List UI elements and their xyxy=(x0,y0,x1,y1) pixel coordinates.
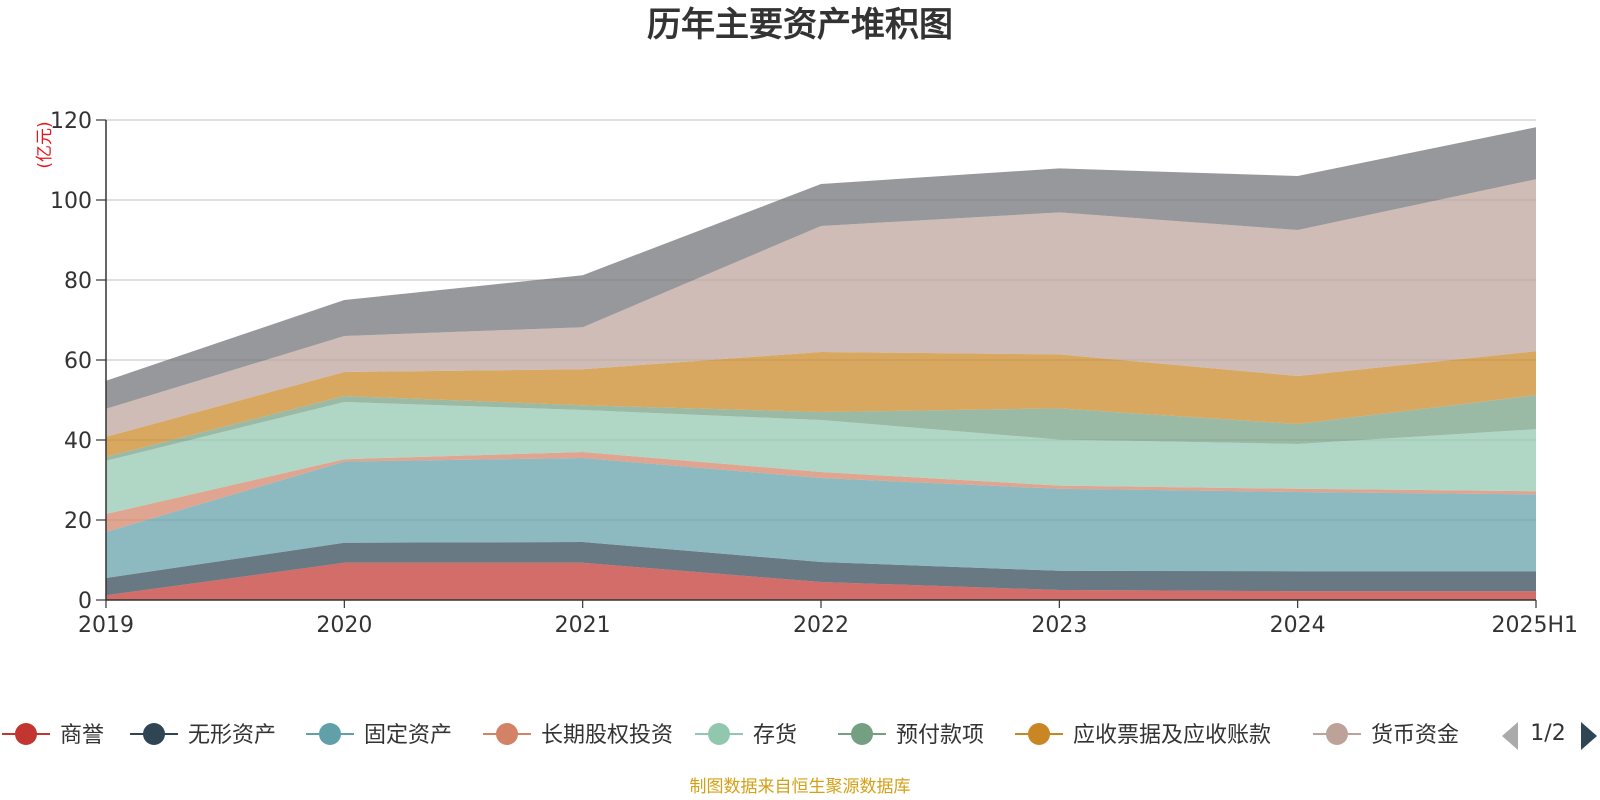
legend-label: 货币资金 xyxy=(1371,723,1459,748)
legend-label: 存货 xyxy=(753,723,797,748)
legend-dot-icon xyxy=(708,723,730,745)
legend: 商誉 无形资产 固定资产 长期股权投资 存货 预付款项 应收票据及应收账款 货币资金 xyxy=(2,723,1459,748)
x-tick-label: 2022 xyxy=(793,613,849,638)
legend-item[interactable]: 应收票据及应收账款 xyxy=(1015,723,1271,748)
legend-item[interactable]: 存货 xyxy=(695,723,797,748)
x-tick-label: 2025H1 xyxy=(1491,613,1578,638)
legend-label: 预付款项 xyxy=(896,723,984,748)
area-series-9 xyxy=(106,127,1536,409)
y-tick-label: 0 xyxy=(78,589,92,614)
legend-dot-icon xyxy=(143,723,165,745)
legend-item[interactable]: 无形资产 xyxy=(130,723,276,748)
legend-dot-icon xyxy=(851,723,873,745)
x-tick-label: 2019 xyxy=(78,613,134,638)
area-series-5 xyxy=(106,402,1536,514)
y-tick-label: 120 xyxy=(50,109,92,134)
legend-label: 长期股权投资 xyxy=(541,723,673,748)
y-axis-unit: (亿元) xyxy=(35,121,55,168)
legend-dot-icon xyxy=(1326,723,1348,745)
area-series-1 xyxy=(106,562,1536,600)
legend-item[interactable]: 固定资产 xyxy=(306,723,452,748)
x-tick-label: 2024 xyxy=(1270,613,1326,638)
legend-label: 固定资产 xyxy=(364,723,452,748)
legend-dot-icon xyxy=(15,723,37,745)
x-tick-label: 2021 xyxy=(555,613,611,638)
y-tick-label: 20 xyxy=(64,509,92,534)
legend-label: 商誉 xyxy=(60,723,104,748)
legend-label: 应收票据及应收账款 xyxy=(1073,723,1271,748)
area-series-8 xyxy=(106,179,1536,437)
legend-dot-icon xyxy=(496,723,518,745)
y-tick-label: 40 xyxy=(64,429,92,454)
legend-item[interactable]: 货币资金 xyxy=(1313,723,1459,748)
y-tick-label: 60 xyxy=(64,349,92,374)
source-note: 制图数据来自恒生聚源数据库 xyxy=(690,777,911,797)
chart-title: 历年主要资产堆积图 xyxy=(647,5,953,45)
y-tick-label: 100 xyxy=(50,189,92,214)
legend-next-page-icon[interactable] xyxy=(1581,722,1597,750)
area-series-2 xyxy=(106,542,1536,596)
y-tick-label: 80 xyxy=(64,269,92,294)
legend-item[interactable]: 预付款项 xyxy=(838,723,984,748)
legend-page-indicator: 1/2 xyxy=(1530,721,1565,746)
x-tick-label: 2023 xyxy=(1031,613,1087,638)
legend-prev-page-icon[interactable] xyxy=(1502,722,1518,750)
axes: 0 20 40 60 80 100 120 2019 2020 2021 2022 2023 2024 2… xyxy=(50,109,1578,638)
legend-label: 无形资产 xyxy=(188,723,276,748)
legend-item[interactable]: 商誉 xyxy=(2,723,104,748)
x-tick-label: 2020 xyxy=(316,613,372,638)
area-series xyxy=(106,127,1536,600)
legend-dot-icon xyxy=(319,723,341,745)
area-series-6 xyxy=(106,395,1536,461)
legend-dot-icon xyxy=(1028,723,1050,745)
area-series-3 xyxy=(106,458,1536,578)
area-series-7 xyxy=(106,351,1536,457)
legend-item[interactable]: 长期股权投资 xyxy=(483,723,673,748)
